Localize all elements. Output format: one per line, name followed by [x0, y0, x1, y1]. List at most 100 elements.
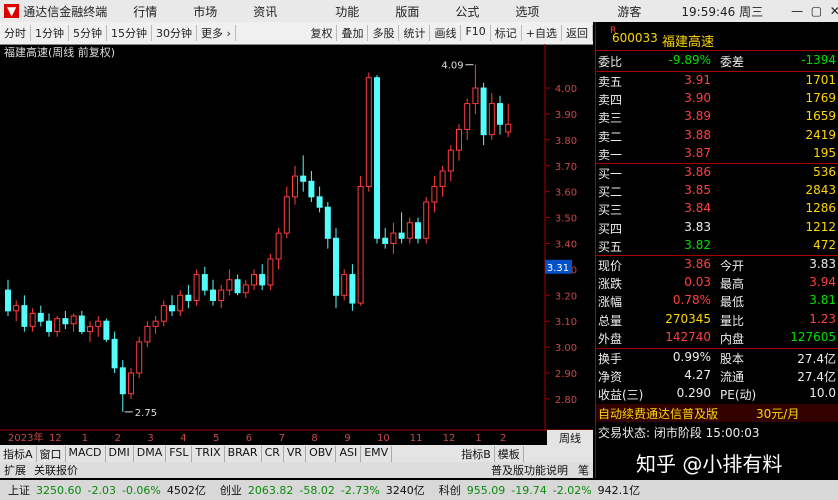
- tab[interactable]: 模板: [495, 445, 524, 462]
- tab[interactable]: DMI: [106, 445, 134, 462]
- tool-button[interactable]: 统计: [399, 25, 431, 41]
- quote-cell: 现价: [598, 259, 623, 273]
- candle-body: [29, 312, 36, 327]
- promo-price: 30元/月: [756, 407, 800, 421]
- footer-item[interactable]: 扩展: [4, 464, 26, 477]
- tool-button[interactable]: 叠加: [337, 25, 369, 41]
- candle-body: [415, 222, 421, 239]
- candle-body: [267, 258, 274, 286]
- footer-item[interactable]: 关联报价: [34, 464, 78, 477]
- menu-item[interactable]: 公式: [455, 4, 480, 19]
- candle-body: [357, 185, 364, 304]
- quote-row: 买四 3.83 1212: [596, 219, 838, 237]
- tool-button[interactable]: 1分钟: [31, 25, 69, 41]
- tool-button[interactable]: 复权: [306, 25, 338, 41]
- quote-cell: 10.0: [809, 386, 836, 401]
- candle-body: [456, 128, 462, 151]
- quote-row: 卖五 3.91 1701: [596, 72, 838, 90]
- quote-cell: 收益(三): [598, 388, 644, 403]
- menu-item[interactable]: 资讯: [253, 4, 278, 19]
- index-value: 3240亿: [385, 484, 425, 497]
- candle-body: [341, 274, 348, 296]
- candle-body: [152, 320, 159, 327]
- chart: 福建高速(周线 前复权) 2.802.903.003.103.203.303.4…: [0, 44, 593, 444]
- quote-cell: 卖三: [598, 111, 623, 126]
- candle-body: [398, 232, 405, 239]
- period[interactable]: 周线: [547, 430, 593, 445]
- tab[interactable]: VR: [284, 445, 307, 462]
- quote-row: 卖三 3.89 1659: [596, 108, 838, 126]
- separator: [596, 71, 838, 72]
- y-tick-label: 3.70: [555, 162, 577, 173]
- tab[interactable]: 窗口: [37, 445, 66, 462]
- tool-button[interactable]: 30分钟: [152, 25, 197, 41]
- promo[interactable]: 自动续费通达信普及版 30元/月: [596, 404, 838, 422]
- tab[interactable]: TRIX: [192, 445, 225, 462]
- tab[interactable]: 指标A: [0, 445, 37, 462]
- quote-cell: 3.94: [809, 275, 836, 290]
- tab[interactable]: OBV: [306, 445, 337, 462]
- candle-body: [480, 87, 487, 136]
- tool-button[interactable]: 15分钟: [107, 25, 152, 41]
- tool-button[interactable]: 画线: [430, 25, 462, 41]
- menu-item[interactable]: 版面: [395, 4, 420, 19]
- footer-item[interactable]: 笔: [578, 464, 589, 477]
- status-bar: 上证 3250.60 -2.03 -0.06% 4502亿 创业 2063.82 -58.02…: [0, 480, 838, 500]
- candle-body: [62, 318, 69, 325]
- tool-button[interactable]: 5分钟: [69, 25, 107, 41]
- quote-cell: -9.89%: [668, 53, 711, 67]
- window-buttons[interactable]: — ▢ ✕: [791, 4, 838, 18]
- quote-cell: 涨跌: [598, 277, 623, 292]
- tab[interactable]: FSL: [166, 445, 193, 462]
- quote-cell: 3.89: [684, 109, 711, 124]
- tab[interactable]: ASI: [336, 445, 362, 462]
- candle-body: [54, 318, 61, 333]
- tab[interactable]: CR: [262, 445, 284, 462]
- y-tick-label: 3.00: [555, 343, 577, 354]
- tool-button[interactable]: +自选: [522, 25, 562, 41]
- quote-cell: 换手: [598, 352, 623, 366]
- candle-body: [201, 274, 208, 291]
- menu-item[interactable]: 行情: [133, 4, 158, 19]
- tool-button[interactable]: 分时: [0, 25, 31, 41]
- candle-body: [275, 232, 282, 260]
- quote-cell: 0.78%: [672, 293, 711, 308]
- tool-button[interactable]: 标记: [491, 25, 522, 41]
- tab[interactable]: 指标B: [458, 445, 495, 462]
- menu-item[interactable]: 市场: [193, 4, 218, 19]
- quote-cell: 127605: [790, 329, 836, 344]
- x-tick-label: 10: [377, 433, 390, 444]
- quote-cell: 涨幅: [598, 295, 623, 310]
- tool-button[interactable]: 返回: [562, 25, 593, 41]
- y-tick-label: 3.20: [555, 291, 577, 302]
- quote-cell: 0.290: [676, 386, 711, 401]
- separator: [596, 163, 838, 164]
- quote-row: 外盘 142740 内盘 127605: [596, 329, 838, 347]
- quote-cell: 1.23: [809, 311, 836, 326]
- tool-button[interactable]: F10: [461, 25, 491, 41]
- menu: 行情 市场 资讯: [133, 3, 295, 20]
- user[interactable]: 游客: [617, 4, 642, 19]
- tab[interactable]: EMV: [361, 445, 393, 462]
- market-tag: R: [610, 26, 617, 36]
- candle-body: [316, 196, 323, 208]
- candle-body: [259, 274, 266, 286]
- quote-cell: 净资: [598, 370, 623, 385]
- candle-body: [87, 325, 93, 333]
- tab[interactable]: MACD: [66, 445, 106, 462]
- candle-body: [136, 341, 143, 374]
- menu: 功能 版面 公式 选项: [335, 3, 557, 20]
- tab[interactable]: BRAR: [225, 445, 262, 462]
- index-value: -58.02: [299, 483, 335, 497]
- watermark: 知乎 @小排有料: [636, 452, 783, 476]
- tool-button[interactable]: 多股: [368, 25, 400, 41]
- footer-item[interactable]: 普及版功能说明: [491, 464, 568, 477]
- menu-item[interactable]: 选项: [515, 4, 540, 19]
- index-value: -2.03: [87, 483, 116, 497]
- tab[interactable]: DMA: [134, 445, 167, 462]
- quote-cell: 1212: [805, 219, 836, 234]
- menu-item[interactable]: 功能: [335, 4, 360, 19]
- tool-button[interactable]: 更多 ›: [197, 25, 236, 41]
- quote-cell: 今开: [720, 259, 745, 273]
- y-tick-label: 3.90: [555, 110, 577, 121]
